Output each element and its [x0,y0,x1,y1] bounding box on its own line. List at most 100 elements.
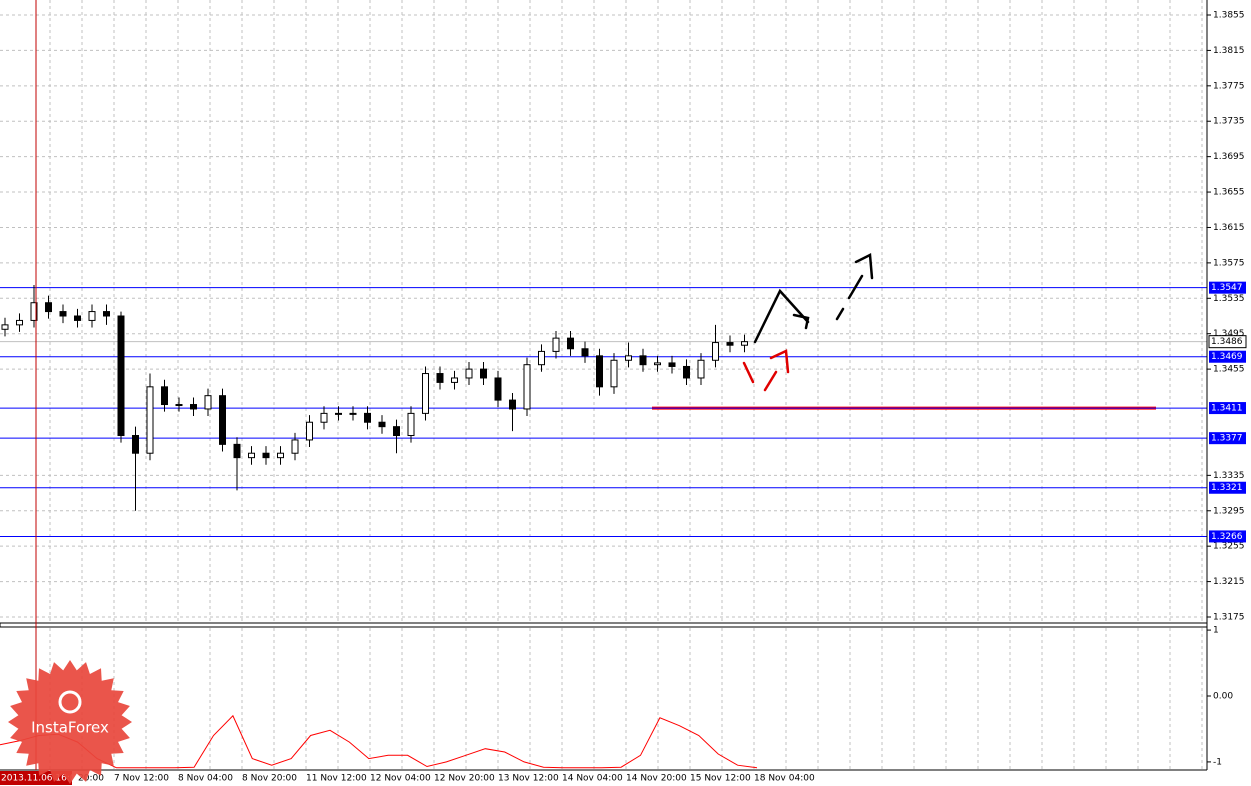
level-label: 1.3469 [1211,352,1243,362]
candle-body [639,355,647,366]
candle-body [291,439,299,454]
candle-body [596,355,603,388]
candle-body [451,377,458,383]
level-label-box [1209,350,1246,363]
level-label-box [1209,432,1246,445]
x-tick-label: 8 Nov 20:00 [242,774,297,784]
dash [847,274,864,300]
y-tick-label: 1.3455 [1213,365,1245,375]
candle-body [320,412,328,423]
arrow-head [792,313,810,330]
candle-body [625,355,632,361]
plot [0,285,1207,769]
level-label: 1.3321 [1211,483,1243,493]
y-tick-label: 1.3295 [1213,506,1245,516]
y-tick-label: 0.00 [1213,692,1233,702]
candle-body [1,324,9,330]
x-tick-label: 20:00 [78,774,104,784]
candle-body [712,342,719,361]
dash [742,361,755,384]
y-tick-label: 1.3735 [1213,117,1245,127]
level-label-box [1209,530,1246,543]
x-tick-label: 15 Nov 12:00 [690,774,751,784]
x-tick-label: 14 Nov 04:00 [562,774,623,784]
dash [835,307,845,321]
candle-body [581,348,589,357]
current-price-label: 1.3486 [1211,337,1243,347]
candle-body [74,315,81,321]
y-tick-label: -1 [1213,757,1222,767]
candle-body [610,359,618,388]
x-tick-label: 7 Nov 12:00 [114,774,169,784]
candle-body [668,362,676,367]
x-tick-label: 8 Nov 04:00 [178,774,233,784]
y-tick-label: 1.3775 [1213,81,1245,91]
level-label: 1.3266 [1211,532,1243,542]
level-label: 1.3547 [1211,283,1243,293]
candle-body [654,362,661,366]
watermark-icon [58,690,82,714]
watermark-badge [8,660,132,784]
candle-body [306,421,313,441]
oscillator-line [0,714,758,769]
candle-body [726,342,734,346]
candle-body [175,404,183,407]
y-tick-label: 1.3535 [1213,294,1245,304]
candle-body [741,341,748,346]
y-tick-label: 1.3255 [1213,542,1245,552]
candle-body [146,386,154,454]
candle-body [190,404,197,410]
y-tick-label: 1.3575 [1213,258,1245,268]
candle-body [509,399,516,410]
y-tick-label: 1.3215 [1213,577,1245,587]
candle-body [204,395,212,410]
candle-body [103,311,110,317]
level-label: 1.3377 [1211,434,1243,444]
candle-body [422,373,429,414]
candle-body [30,302,38,321]
x-tick-label: 12 Nov 04:00 [370,774,431,784]
candle-body [349,412,357,415]
candle-body [480,368,487,379]
x-tick-label: 11 Nov 12:00 [306,774,367,784]
candle-body [697,359,705,379]
grid [0,0,1207,769]
candle-body [523,364,531,410]
candle-body [436,373,444,383]
y-tick-label: 1.3615 [1213,223,1245,233]
candle-body [378,421,386,428]
candle-body [364,412,371,423]
x-tick-label: 2013.11.06 16:00 [1,774,82,784]
candle-body [45,302,52,313]
candle-body [683,365,690,379]
candle-body [552,337,560,352]
arrow-head [769,349,790,374]
candle-body [161,386,168,406]
x-tick-label: 18 Nov 04:00 [754,774,815,784]
arrow-head [854,253,874,280]
candle-body [277,452,284,459]
y-tick-label: 1.3695 [1213,152,1245,162]
forecast-arrows [742,253,874,392]
pane-separator [0,622,1208,628]
level-label-box [1209,281,1246,294]
candle-body [117,315,125,437]
candle-body [88,311,96,321]
candle-body [567,337,574,350]
level-label: 1.3411 [1211,404,1243,414]
candle-body [233,443,241,459]
x-tick-label: 13 Nov 12:00 [498,774,559,784]
candle-body [407,412,415,437]
level-label-box [1209,402,1246,415]
y-tick-label: 1.3655 [1213,188,1245,198]
candle-body [132,435,139,454]
candle-body [219,395,226,445]
y-tick-label: 1.3495 [1213,329,1245,339]
candle-body [262,452,270,459]
y-tick-label: 1 [1213,626,1219,636]
candle-body [248,452,255,459]
candle-body [16,319,23,326]
y-tick-label: 1.3815 [1213,46,1245,56]
y-tick-label: 1.3175 [1213,613,1245,623]
